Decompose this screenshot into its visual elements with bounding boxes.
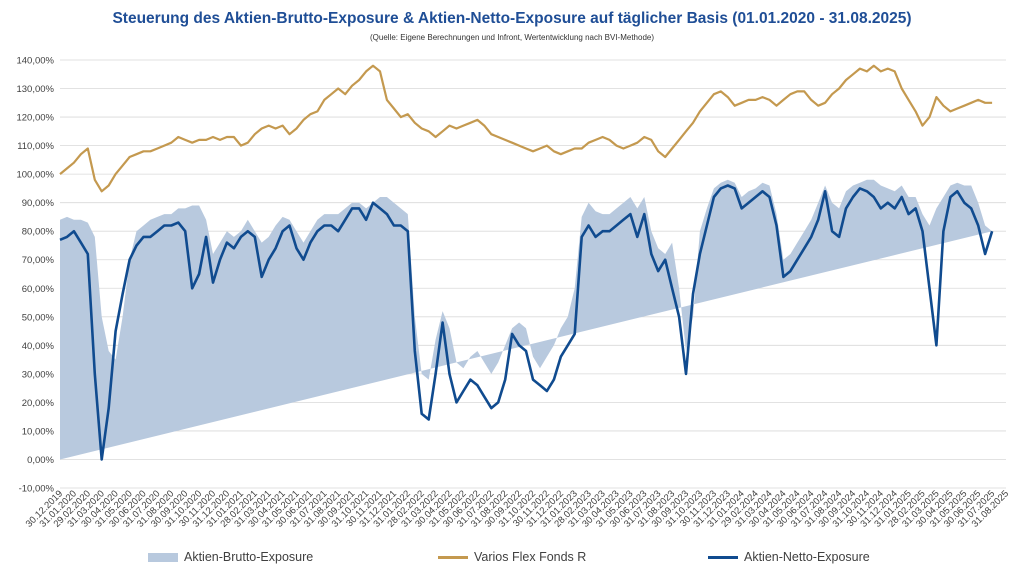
legend-item-netto: Aktien-Netto-Exposure xyxy=(708,546,870,568)
y-tick-label: 50,00% xyxy=(22,312,55,323)
y-tick-label: 90,00% xyxy=(22,198,55,209)
y-tick-label: 10,00% xyxy=(22,426,55,437)
brutto-area-layer xyxy=(60,179,993,460)
legend-label-netto: Aktien-Netto-Exposure xyxy=(744,550,870,564)
y-tick-label: 30,00% xyxy=(22,369,55,380)
series-line-netto xyxy=(59,184,994,461)
y-tick-label: 110,00% xyxy=(17,141,54,152)
y-tick-label: 60,00% xyxy=(22,284,55,295)
legend-item-brutto: Aktien-Brutto-Exposure xyxy=(148,546,313,568)
y-tick-label: 140,00% xyxy=(16,56,54,67)
y-tick-label: 120,00% xyxy=(16,113,54,124)
y-tick-label: 20,00% xyxy=(22,398,55,409)
y-tick-label: -10,00% xyxy=(19,484,55,495)
legend-swatch-brutto xyxy=(148,552,178,562)
y-tick-label: 130,00% xyxy=(16,84,54,95)
y-tick-label: 80,00% xyxy=(22,227,55,238)
series-line-fund xyxy=(59,64,993,193)
chart-subtitle: (Quelle: Eigene Berechnungen und Infront… xyxy=(369,33,655,42)
legend: Aktien-Brutto-Exposure Varios Flex Fonds… xyxy=(0,546,1024,568)
y-tick-label: 70,00% xyxy=(22,255,55,266)
legend-swatch-netto xyxy=(708,555,738,559)
y-tick-label: 0,00% xyxy=(27,455,54,466)
legend-label-fund: Varios Flex Fonds R xyxy=(474,550,587,564)
legend-label-brutto: Aktien-Brutto-Exposure xyxy=(184,550,314,564)
series-area-brutto xyxy=(60,179,993,460)
x-axis-ticks: 30.12.201931.01.202029.02.202031.03.2020… xyxy=(24,488,1011,529)
y-tick-label: 100,00% xyxy=(16,170,54,181)
chart-title: Steuerung des Aktien-Brutto-Exposure & A… xyxy=(112,10,912,27)
series-lines-layer xyxy=(59,64,994,461)
legend-item-fund: Varios Flex Fonds R xyxy=(438,546,586,568)
y-axis-ticks: 140,00% 130,00% 120,00% 110,00% 100,00% 90,00… xyxy=(16,56,54,495)
legend-swatch-fund xyxy=(438,555,468,559)
y-tick-label: 40,00% xyxy=(22,341,55,352)
